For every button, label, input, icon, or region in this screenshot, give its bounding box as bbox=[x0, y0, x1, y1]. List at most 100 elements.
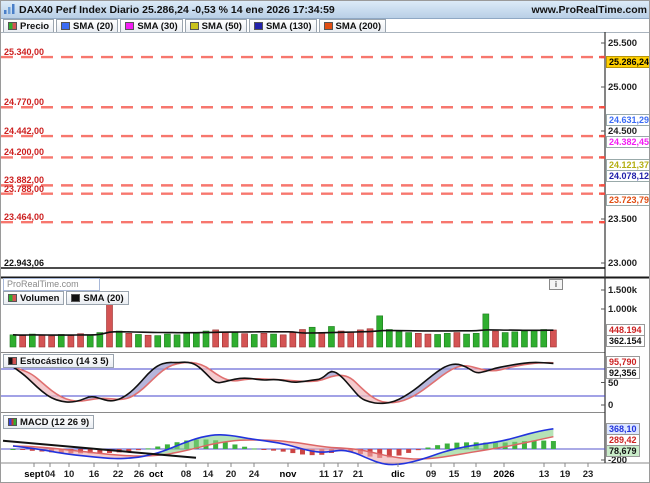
stoch-legend-item[interactable]: Estocástico (14 3 5) bbox=[3, 354, 114, 368]
volume-bar bbox=[193, 332, 200, 348]
precio-swatch bbox=[8, 22, 17, 30]
macd-hist-bar bbox=[464, 442, 470, 449]
volume-bar bbox=[472, 333, 480, 348]
macd-hist-bar bbox=[155, 446, 161, 449]
volume-bar bbox=[164, 333, 171, 348]
price-level-lines bbox=[1, 55, 605, 269]
stoch-legend-label: Estocástico (14 3 5) bbox=[20, 355, 109, 367]
x-axis-month-label[interactable]: 2026 bbox=[493, 469, 515, 480]
x-axis-day-label[interactable]: 26 bbox=[133, 469, 145, 480]
x-axis-month-label[interactable]: oct bbox=[148, 469, 164, 480]
price-level-label: 24.442,00 bbox=[4, 126, 45, 137]
volume-bar bbox=[318, 332, 326, 348]
volume-bar bbox=[57, 334, 65, 348]
volume-bar bbox=[434, 334, 441, 348]
macd-hist-bar bbox=[415, 449, 421, 451]
brand-link[interactable]: www.ProRealTime.com bbox=[531, 3, 647, 16]
volume-bar bbox=[96, 332, 104, 348]
price-legend-label: SMA (130) bbox=[265, 20, 312, 32]
x-axis-month-label[interactable]: sept bbox=[24, 469, 44, 480]
macd-hist-bar bbox=[444, 443, 450, 449]
price-axis-tick: 24.500 bbox=[608, 126, 638, 137]
volume-bar bbox=[115, 330, 123, 348]
macd-plot bbox=[1, 428, 605, 466]
volume-sma-line bbox=[12, 329, 554, 336]
volume-bar bbox=[67, 335, 75, 348]
x-axis-day-label[interactable]: 23 bbox=[582, 469, 594, 480]
volume-bar bbox=[173, 334, 181, 348]
volume-bar bbox=[212, 329, 219, 348]
volumen-swatch bbox=[8, 294, 17, 302]
macd-hist-bar bbox=[97, 449, 103, 454]
volume-bar bbox=[453, 332, 461, 348]
info-icon[interactable]: i bbox=[549, 279, 563, 290]
volume-bars bbox=[9, 302, 557, 348]
volume-bar bbox=[395, 331, 403, 348]
macd-axis-tick: -200 bbox=[608, 455, 628, 466]
macd-hist-bar bbox=[87, 449, 93, 454]
stoch-k-line bbox=[12, 361, 554, 405]
volume-bar bbox=[492, 330, 499, 348]
macd-hist-bar bbox=[261, 449, 267, 450]
volume-bar bbox=[270, 333, 277, 348]
estoc-stico-14-3-5--swatch bbox=[8, 357, 17, 365]
x-axis-day-label[interactable]: 22 bbox=[112, 469, 124, 480]
volume-bar bbox=[521, 330, 528, 348]
panel-borders bbox=[1, 32, 649, 464]
macd-hist-bar bbox=[251, 448, 257, 450]
x-axis-day-label[interactable]: 04 bbox=[44, 469, 56, 480]
volume-bar bbox=[202, 330, 210, 348]
macd-hist-bar bbox=[271, 449, 277, 451]
x-axis-day-label[interactable]: 15 bbox=[448, 469, 460, 480]
price-level-label: 23.788,00 bbox=[4, 183, 45, 194]
volume-legend-item[interactable]: Volumen bbox=[3, 291, 65, 305]
volume-legend-item[interactable]: SMA (20) bbox=[66, 291, 129, 305]
volume-bar bbox=[328, 326, 335, 348]
x-axis-day-label[interactable]: 09 bbox=[425, 469, 437, 480]
x-axis-day-label[interactable]: 24 bbox=[248, 469, 260, 480]
x-axis-day-label[interactable]: 14 bbox=[202, 469, 214, 480]
volume-bar bbox=[424, 333, 432, 348]
price-level-label: 23.882,00 bbox=[4, 175, 45, 186]
macd-hist-bar bbox=[521, 441, 527, 449]
volume-bar bbox=[357, 329, 364, 348]
x-axis-day-label[interactable]: 11 bbox=[318, 469, 330, 480]
price-axis-value-box: 24.078,12 bbox=[606, 169, 649, 182]
x-axis-ticks bbox=[33, 42, 605, 467]
macd-legend-item[interactable]: MACD (12 26 9) bbox=[3, 415, 95, 429]
price-legend-label: SMA (20) bbox=[73, 20, 114, 32]
volume-bar bbox=[77, 333, 84, 348]
volume-legend-label: SMA (20) bbox=[83, 292, 124, 304]
volume-bar bbox=[511, 331, 519, 348]
volume-bar bbox=[299, 329, 306, 348]
x-axis-day-label[interactable]: 17 bbox=[332, 469, 344, 480]
x-axis-day-label[interactable]: 19 bbox=[470, 469, 482, 480]
macd-hist-bar bbox=[386, 449, 392, 458]
stoch-axis-tick: 0 bbox=[608, 400, 614, 411]
x-axis-month-label[interactable]: dic bbox=[391, 469, 405, 480]
x-axis-day-label[interactable]: 16 bbox=[88, 469, 100, 480]
x-axis-day-label[interactable]: 08 bbox=[180, 469, 192, 480]
volume-bar bbox=[366, 328, 374, 348]
volume-bar bbox=[19, 335, 26, 348]
x-axis-day-label[interactable]: 19 bbox=[559, 469, 571, 480]
chart-icon bbox=[4, 3, 15, 17]
macd-hist-bar bbox=[454, 442, 460, 449]
price-level-label: 25.340,00 bbox=[4, 47, 45, 58]
volume-bar bbox=[9, 334, 17, 348]
price-axis-value-box: 25.286,24 bbox=[606, 56, 649, 69]
x-axis-day-label[interactable]: 20 bbox=[225, 469, 237, 480]
x-axis-month-label[interactable]: nov bbox=[279, 469, 297, 480]
volume-bar bbox=[530, 329, 538, 348]
macd-hist-bar bbox=[164, 444, 170, 449]
macd-trendline[interactable] bbox=[2, 439, 197, 459]
volume-bar bbox=[347, 331, 355, 348]
macd-signal-line bbox=[12, 435, 554, 460]
macd-hist-bar bbox=[290, 449, 296, 454]
x-axis-day-label[interactable]: 21 bbox=[352, 469, 364, 480]
macd-hist-bar bbox=[135, 449, 141, 451]
x-axis-day-label[interactable]: 10 bbox=[63, 469, 75, 480]
macd-hist-bar bbox=[309, 449, 315, 456]
x-axis-day-label[interactable]: 13 bbox=[538, 469, 550, 480]
